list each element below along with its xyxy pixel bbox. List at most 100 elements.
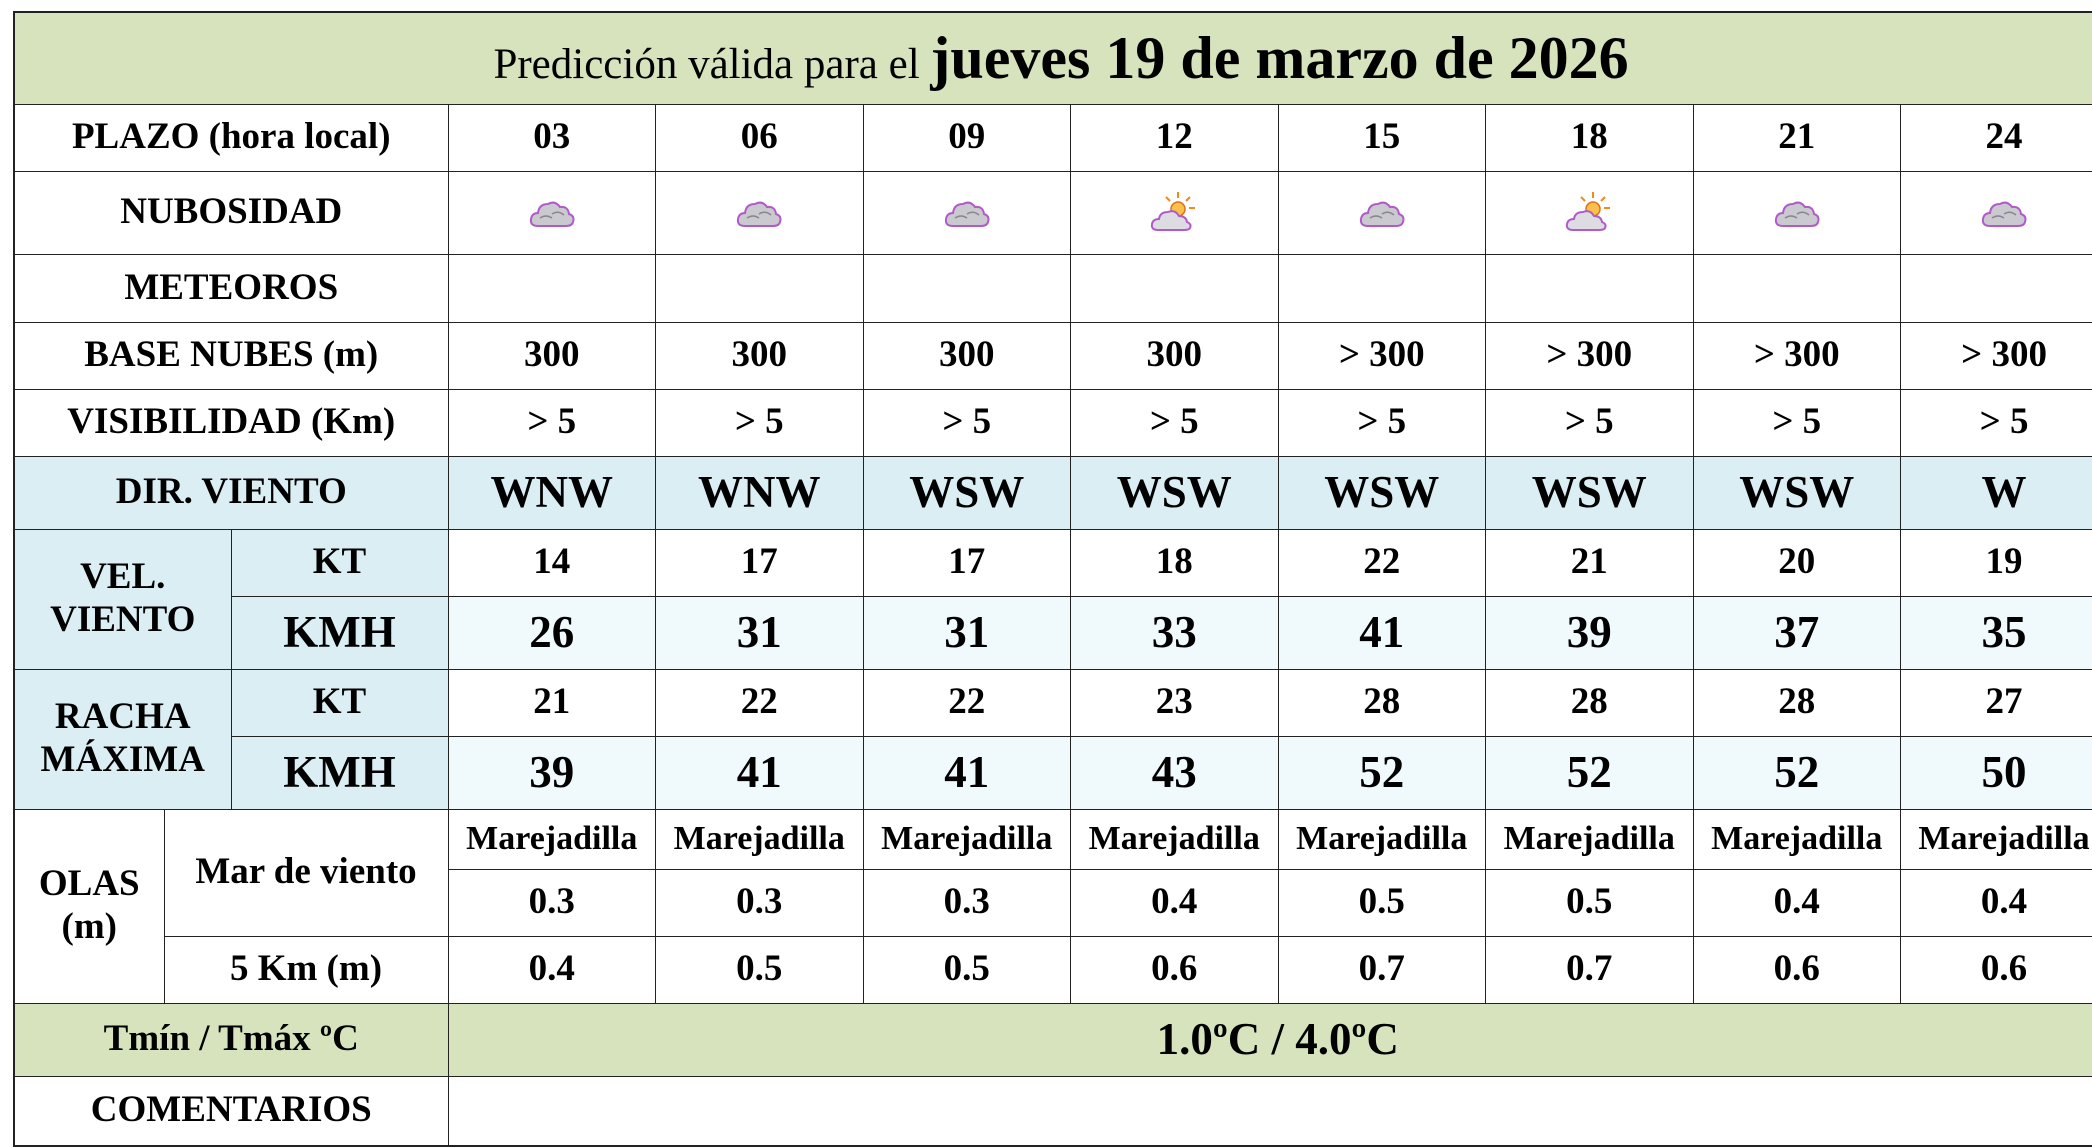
cell: 26 — [448, 596, 656, 669]
row-label: OLAS (m) — [14, 809, 164, 1003]
wind-dir: WSW — [1071, 456, 1279, 529]
cell: 17 — [656, 529, 864, 596]
wind-dir: WSW — [1278, 456, 1486, 529]
cell: 41 — [863, 736, 1071, 809]
cloud-icon — [733, 192, 785, 234]
title-prefix: Predicción válida para el — [493, 41, 919, 88]
cell: 35 — [1901, 596, 2092, 669]
row-label: PLAZO (hora local) — [14, 104, 448, 171]
cell: 0.3 — [448, 869, 656, 936]
cell: > 300 — [1278, 322, 1486, 389]
cell: 0.5 — [1486, 869, 1694, 936]
cell: 0.4 — [1071, 869, 1279, 936]
empty-cell — [863, 254, 1071, 322]
cloud-icon — [1978, 192, 2030, 234]
unit-label: KMH — [231, 736, 448, 809]
cell: 300 — [656, 322, 864, 389]
table-row: VISIBILIDAD (Km)> 5> 5> 5> 5> 5> 5> 5> 5 — [14, 389, 2092, 456]
cell: 31 — [656, 596, 864, 669]
sea-state: Marejadilla — [1278, 809, 1486, 869]
cell: > 5 — [448, 389, 656, 456]
cell: > 300 — [1486, 322, 1694, 389]
cell: 18 — [1071, 529, 1279, 596]
wind-dir: WSW — [1693, 456, 1901, 529]
cell: 41 — [1278, 596, 1486, 669]
cell: 300 — [863, 322, 1071, 389]
empty-cell — [1901, 254, 2092, 322]
empty-cell — [1693, 254, 1901, 322]
row-label: 5 Km (m) — [164, 936, 448, 1003]
unit-label: KT — [231, 669, 448, 736]
cloud-icon — [1356, 192, 1408, 234]
wind-dir: WNW — [448, 456, 656, 529]
cell: 50 — [1901, 736, 2092, 809]
cell: 0.4 — [1901, 869, 2092, 936]
cell: 21 — [1486, 529, 1694, 596]
cell: 52 — [1278, 736, 1486, 809]
row-label: Mar de viento — [164, 809, 448, 936]
sea-state: Marejadilla — [863, 809, 1071, 869]
table-row: NUBOSIDAD — [14, 171, 2092, 254]
row-label: BASE NUBES (m) — [14, 322, 448, 389]
hour: 12 — [1071, 104, 1279, 171]
table-row: METEOROS — [14, 254, 2092, 322]
unit-label: KT — [231, 529, 448, 596]
forecast-table: Predicción válida para el jueves 19 de m… — [13, 11, 2092, 1147]
cell: 43 — [1071, 736, 1279, 809]
cell: 23 — [1071, 669, 1279, 736]
row-label: VISIBILIDAD (Km) — [14, 389, 448, 456]
cell: 28 — [1486, 669, 1694, 736]
row-label: Tmín / Tmáx ºC — [14, 1003, 448, 1076]
cell: 39 — [1486, 596, 1694, 669]
cell: 0.3 — [656, 869, 864, 936]
cell: 17 — [863, 529, 1071, 596]
cloud-cell — [1901, 171, 2092, 254]
hour: 06 — [656, 104, 864, 171]
cell: 22 — [1278, 529, 1486, 596]
row-label: METEOROS — [14, 254, 448, 322]
cloud-cell — [1486, 171, 1694, 254]
row-label: DIR. VIENTO — [14, 456, 448, 529]
empty-cell — [1278, 254, 1486, 322]
cloud-cell — [448, 171, 656, 254]
wind-dir: WSW — [863, 456, 1071, 529]
cell: 28 — [1278, 669, 1486, 736]
cloud-cell — [1278, 171, 1486, 254]
empty-cell — [448, 254, 656, 322]
cell: 300 — [1071, 322, 1279, 389]
cloud-cell — [863, 171, 1071, 254]
cell: 14 — [448, 529, 656, 596]
title-date: jueves 19 de marzo de 2026 — [930, 25, 1628, 91]
cell: 0.7 — [1278, 936, 1486, 1003]
sun-cloud-icon — [1148, 190, 1200, 236]
cell: 0.6 — [1901, 936, 2092, 1003]
cell: 21 — [448, 669, 656, 736]
temperature: 1.0ºC / 4.0ºC — [448, 1003, 2092, 1076]
cell: 0.4 — [448, 936, 656, 1003]
cell: > 5 — [1278, 389, 1486, 456]
hour: 18 — [1486, 104, 1694, 171]
cloud-cell — [656, 171, 864, 254]
cell: > 5 — [1901, 389, 2092, 456]
cloud-cell — [1071, 171, 1279, 254]
hour: 24 — [1901, 104, 2092, 171]
sea-state: Marejadilla — [656, 809, 864, 869]
wind-dir: WSW — [1486, 456, 1694, 529]
sea-state: Marejadilla — [1071, 809, 1279, 869]
sea-state: Marejadilla — [1693, 809, 1901, 869]
cloud-icon — [1771, 192, 1823, 234]
sea-state: Marejadilla — [1486, 809, 1694, 869]
cloud-icon — [941, 192, 993, 234]
cell: 33 — [1071, 596, 1279, 669]
cell: 0.3 — [863, 869, 1071, 936]
sun-cloud-icon — [1563, 190, 1615, 236]
